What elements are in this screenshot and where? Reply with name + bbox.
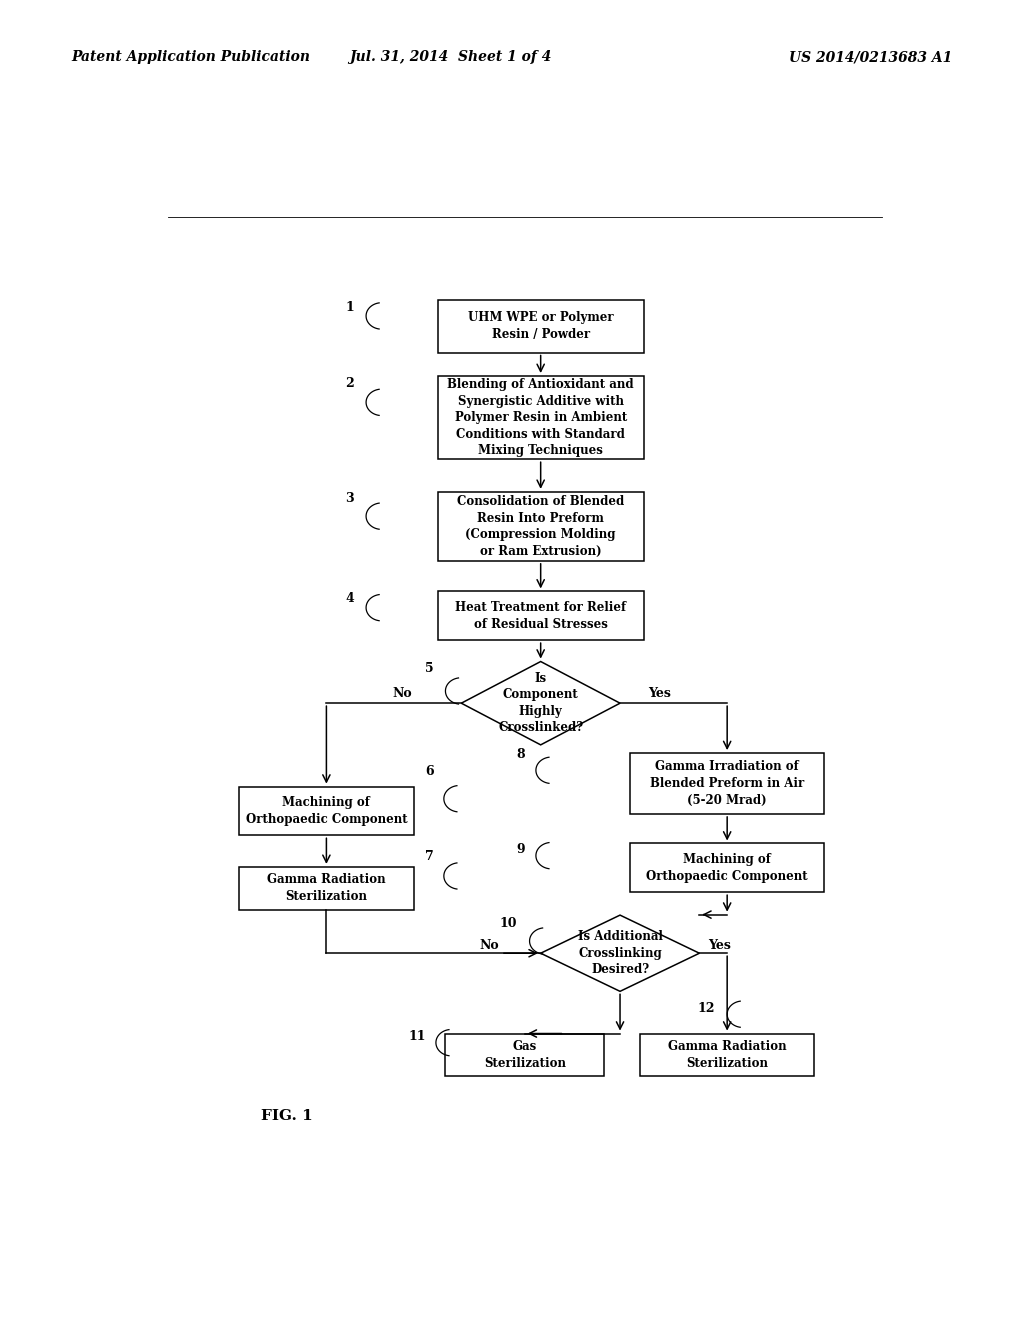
Text: UHM WPE or Polymer
Resin / Powder: UHM WPE or Polymer Resin / Powder [468, 312, 613, 341]
Text: 9: 9 [516, 843, 524, 857]
Text: Is
Component
Highly
Crosslinked?: Is Component Highly Crosslinked? [498, 672, 584, 734]
FancyBboxPatch shape [437, 492, 644, 561]
Text: 5: 5 [425, 661, 433, 675]
Text: 10: 10 [500, 916, 517, 929]
FancyBboxPatch shape [437, 591, 644, 640]
Text: 2: 2 [345, 378, 354, 389]
Polygon shape [462, 661, 620, 744]
FancyBboxPatch shape [240, 867, 414, 909]
Text: No: No [392, 686, 412, 700]
Text: US 2014/0213683 A1: US 2014/0213683 A1 [790, 50, 952, 65]
Text: 7: 7 [425, 850, 433, 862]
Text: 6: 6 [425, 766, 433, 779]
Text: 4: 4 [345, 593, 354, 606]
Text: 8: 8 [516, 748, 524, 760]
Text: Is Additional
Crosslinking
Desired?: Is Additional Crosslinking Desired? [578, 931, 663, 977]
Text: 3: 3 [345, 492, 354, 504]
Text: Patent Application Publication: Patent Application Publication [72, 50, 310, 65]
FancyBboxPatch shape [630, 752, 824, 814]
Text: FIG. 1: FIG. 1 [261, 1109, 312, 1123]
Text: Jul. 31, 2014  Sheet 1 of 4: Jul. 31, 2014 Sheet 1 of 4 [349, 50, 552, 65]
FancyBboxPatch shape [437, 376, 644, 459]
Text: Consolidation of Blended
Resin Into Preform
(Compression Molding
or Ram Extrusio: Consolidation of Blended Resin Into Pref… [457, 495, 625, 557]
FancyBboxPatch shape [437, 300, 644, 352]
Text: 11: 11 [409, 1031, 426, 1044]
Text: 12: 12 [697, 1002, 715, 1015]
Text: Gas
Sterilization: Gas Sterilization [483, 1040, 566, 1069]
FancyBboxPatch shape [640, 1034, 814, 1076]
Text: Yes: Yes [648, 686, 671, 700]
Text: Machining of
Orthopaedic Component: Machining of Orthopaedic Component [646, 853, 808, 883]
FancyBboxPatch shape [445, 1034, 604, 1076]
Text: Yes: Yes [708, 939, 731, 952]
Text: Gamma Radiation
Sterilization: Gamma Radiation Sterilization [668, 1040, 786, 1069]
Text: Blending of Antioxidant and
Synergistic Additive with
Polymer Resin in Ambient
C: Blending of Antioxidant and Synergistic … [447, 378, 634, 457]
Text: No: No [479, 939, 499, 952]
FancyBboxPatch shape [630, 843, 824, 892]
Text: 1: 1 [345, 301, 354, 314]
Polygon shape [541, 915, 699, 991]
FancyBboxPatch shape [240, 787, 414, 836]
Text: Gamma Radiation
Sterilization: Gamma Radiation Sterilization [267, 874, 386, 903]
Text: Heat Treatment for Relief
of Residual Stresses: Heat Treatment for Relief of Residual St… [455, 601, 627, 631]
Text: Machining of
Orthopaedic Component: Machining of Orthopaedic Component [246, 796, 408, 826]
Text: Gamma Irradiation of
Blended Preform in Air
(5-20 Mrad): Gamma Irradiation of Blended Preform in … [650, 760, 804, 807]
